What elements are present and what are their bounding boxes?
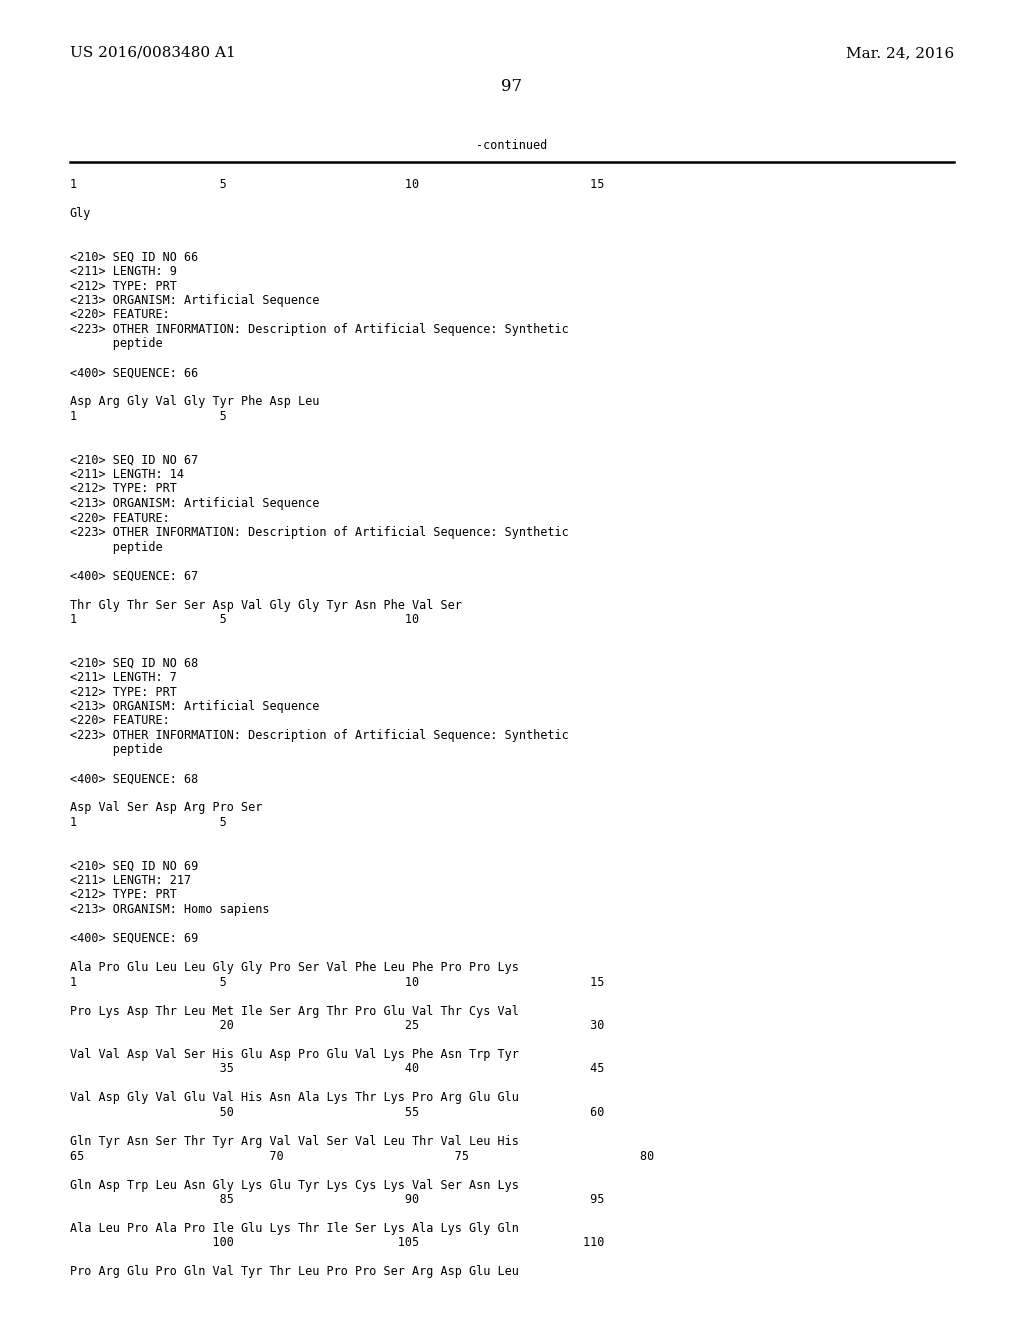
Text: 35                        40                        45: 35 40 45	[70, 1063, 604, 1076]
Text: peptide: peptide	[70, 743, 162, 756]
Text: 1                    5                         10                        15: 1 5 10 15	[70, 178, 604, 191]
Text: <213> ORGANISM: Artificial Sequence: <213> ORGANISM: Artificial Sequence	[70, 294, 319, 308]
Text: Pro Lys Asp Thr Leu Met Ile Ser Arg Thr Pro Glu Val Thr Cys Val: Pro Lys Asp Thr Leu Met Ile Ser Arg Thr …	[70, 1005, 518, 1018]
Text: 1                    5                         10: 1 5 10	[70, 612, 419, 626]
Text: <213> ORGANISM: Homo sapiens: <213> ORGANISM: Homo sapiens	[70, 903, 269, 916]
Text: 97: 97	[502, 78, 522, 95]
Text: Val Val Asp Val Ser His Glu Asp Pro Glu Val Lys Phe Asn Trp Tyr: Val Val Asp Val Ser His Glu Asp Pro Glu …	[70, 1048, 518, 1061]
Text: <213> ORGANISM: Artificial Sequence: <213> ORGANISM: Artificial Sequence	[70, 498, 319, 510]
Text: Ala Leu Pro Ala Pro Ile Glu Lys Thr Ile Ser Lys Ala Lys Gly Gln: Ala Leu Pro Ala Pro Ile Glu Lys Thr Ile …	[70, 1222, 518, 1236]
Text: <400> SEQUENCE: 66: <400> SEQUENCE: 66	[70, 367, 198, 380]
Text: -continued: -continued	[476, 139, 548, 152]
Text: Gln Asp Trp Leu Asn Gly Lys Glu Tyr Lys Cys Lys Val Ser Asn Lys: Gln Asp Trp Leu Asn Gly Lys Glu Tyr Lys …	[70, 1179, 518, 1192]
Text: <212> TYPE: PRT: <212> TYPE: PRT	[70, 888, 176, 902]
Text: 50                        55                        60: 50 55 60	[70, 1106, 604, 1119]
Text: <400> SEQUENCE: 69: <400> SEQUENCE: 69	[70, 932, 198, 945]
Text: peptide: peptide	[70, 338, 162, 351]
Text: Ala Pro Glu Leu Leu Gly Gly Pro Ser Val Phe Leu Phe Pro Pro Lys: Ala Pro Glu Leu Leu Gly Gly Pro Ser Val …	[70, 961, 518, 974]
Text: US 2016/0083480 A1: US 2016/0083480 A1	[70, 46, 236, 59]
Text: <211> LENGTH: 14: <211> LENGTH: 14	[70, 469, 183, 480]
Text: <210> SEQ ID NO 67: <210> SEQ ID NO 67	[70, 454, 198, 466]
Text: <220> FEATURE:: <220> FEATURE:	[70, 714, 169, 727]
Text: <211> LENGTH: 7: <211> LENGTH: 7	[70, 671, 176, 684]
Text: 100                       105                       110: 100 105 110	[70, 1237, 604, 1250]
Text: 65                          70                        75                        : 65 70 75	[70, 1150, 654, 1163]
Text: Asp Val Ser Asp Arg Pro Ser: Asp Val Ser Asp Arg Pro Ser	[70, 801, 262, 814]
Text: <400> SEQUENCE: 67: <400> SEQUENCE: 67	[70, 569, 198, 582]
Text: 85                        90                        95: 85 90 95	[70, 1193, 604, 1206]
Text: <223> OTHER INFORMATION: Description of Artificial Sequence: Synthetic: <223> OTHER INFORMATION: Description of …	[70, 729, 568, 742]
Text: <212> TYPE: PRT: <212> TYPE: PRT	[70, 685, 176, 698]
Text: 1                    5: 1 5	[70, 816, 226, 829]
Text: <212> TYPE: PRT: <212> TYPE: PRT	[70, 483, 176, 495]
Text: Gly: Gly	[70, 207, 91, 220]
Text: <212> TYPE: PRT: <212> TYPE: PRT	[70, 280, 176, 293]
Text: <400> SEQUENCE: 68: <400> SEQUENCE: 68	[70, 772, 198, 785]
Text: <210> SEQ ID NO 66: <210> SEQ ID NO 66	[70, 251, 198, 264]
Text: <213> ORGANISM: Artificial Sequence: <213> ORGANISM: Artificial Sequence	[70, 700, 319, 713]
Text: <223> OTHER INFORMATION: Description of Artificial Sequence: Synthetic: <223> OTHER INFORMATION: Description of …	[70, 323, 568, 337]
Text: <223> OTHER INFORMATION: Description of Artificial Sequence: Synthetic: <223> OTHER INFORMATION: Description of …	[70, 525, 568, 539]
Text: Asp Arg Gly Val Gly Tyr Phe Asp Leu: Asp Arg Gly Val Gly Tyr Phe Asp Leu	[70, 396, 319, 408]
Text: Val Asp Gly Val Glu Val His Asn Ala Lys Thr Lys Pro Arg Glu Glu: Val Asp Gly Val Glu Val His Asn Ala Lys …	[70, 1092, 518, 1105]
Text: 1                    5: 1 5	[70, 411, 226, 422]
Text: <211> LENGTH: 217: <211> LENGTH: 217	[70, 874, 190, 887]
Text: Mar. 24, 2016: Mar. 24, 2016	[846, 46, 954, 59]
Text: <220> FEATURE:: <220> FEATURE:	[70, 511, 169, 524]
Text: <220> FEATURE:: <220> FEATURE:	[70, 309, 169, 322]
Text: 20                        25                        30: 20 25 30	[70, 1019, 604, 1032]
Text: peptide: peptide	[70, 540, 162, 553]
Text: <210> SEQ ID NO 69: <210> SEQ ID NO 69	[70, 859, 198, 873]
Text: Thr Gly Thr Ser Ser Asp Val Gly Gly Tyr Asn Phe Val Ser: Thr Gly Thr Ser Ser Asp Val Gly Gly Tyr …	[70, 598, 462, 611]
Text: Pro Arg Glu Pro Gln Val Tyr Thr Leu Pro Pro Ser Arg Asp Glu Leu: Pro Arg Glu Pro Gln Val Tyr Thr Leu Pro …	[70, 1266, 518, 1279]
Text: Gln Tyr Asn Ser Thr Tyr Arg Val Val Ser Val Leu Thr Val Leu His: Gln Tyr Asn Ser Thr Tyr Arg Val Val Ser …	[70, 1135, 518, 1148]
Text: <211> LENGTH: 9: <211> LENGTH: 9	[70, 265, 176, 279]
Text: <210> SEQ ID NO 68: <210> SEQ ID NO 68	[70, 656, 198, 669]
Text: 1                    5                         10                        15: 1 5 10 15	[70, 975, 604, 989]
